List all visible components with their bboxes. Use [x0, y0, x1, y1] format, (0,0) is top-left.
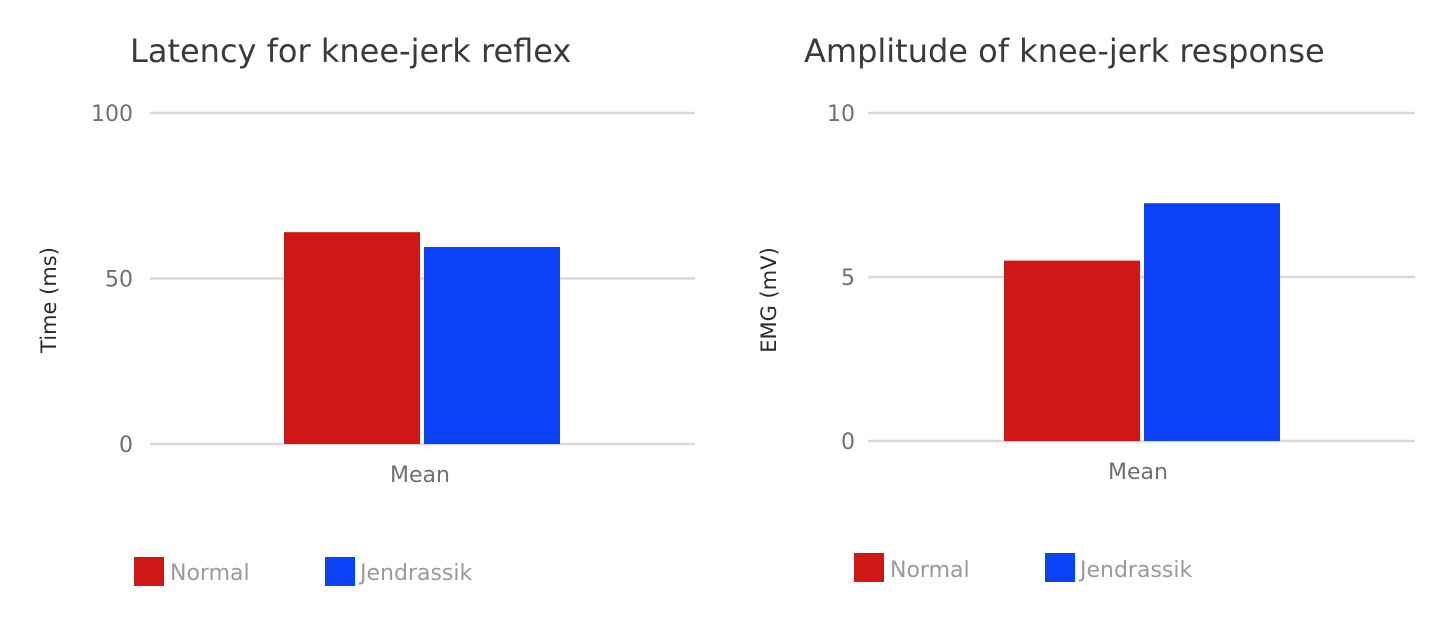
y-tick-label: 100 [91, 102, 133, 127]
latency-chart-svg: Latency for knee-jerk reflex Time (ms) 0… [37, 32, 695, 586]
chart-title: Amplitude of knee-jerk response [804, 32, 1325, 70]
legend-swatch-jendrassik [325, 557, 355, 586]
y-axis-label: Time (ms) [37, 247, 61, 354]
y-axis-label: EMG (mV) [757, 247, 781, 353]
bar-normal [1004, 260, 1140, 441]
legend-swatch-normal [854, 553, 884, 582]
legend-label-jendrassik: Jendrassik [358, 561, 472, 586]
latency-chart: Latency for knee-jerk reflex Time (ms) 0… [0, 0, 720, 618]
category-label: Mean [1108, 460, 1168, 485]
amplitude-chart: Amplitude of knee-jerk response EMG (mV)… [720, 0, 1442, 618]
y-tick-label: 50 [105, 268, 133, 293]
category-label: Mean [390, 463, 450, 488]
bar-jendrassik [424, 247, 560, 444]
chart-title: Latency for knee-jerk reflex [130, 32, 571, 70]
bar-jendrassik [1144, 203, 1280, 441]
y-tick-label: 0 [841, 430, 855, 455]
legend-swatch-jendrassik [1045, 553, 1075, 582]
y-tick-label: 5 [841, 266, 855, 291]
y-tick-label: 0 [119, 433, 133, 458]
legend-label-jendrassik: Jendrassik [1078, 558, 1192, 583]
y-tick-label: 10 [827, 102, 855, 127]
legend-label-normal: Normal [170, 561, 250, 586]
bar-normal [284, 232, 420, 444]
legend-swatch-normal [134, 557, 164, 586]
legend-label-normal: Normal [890, 558, 970, 583]
amplitude-chart-svg: Amplitude of knee-jerk response EMG (mV)… [757, 32, 1415, 583]
